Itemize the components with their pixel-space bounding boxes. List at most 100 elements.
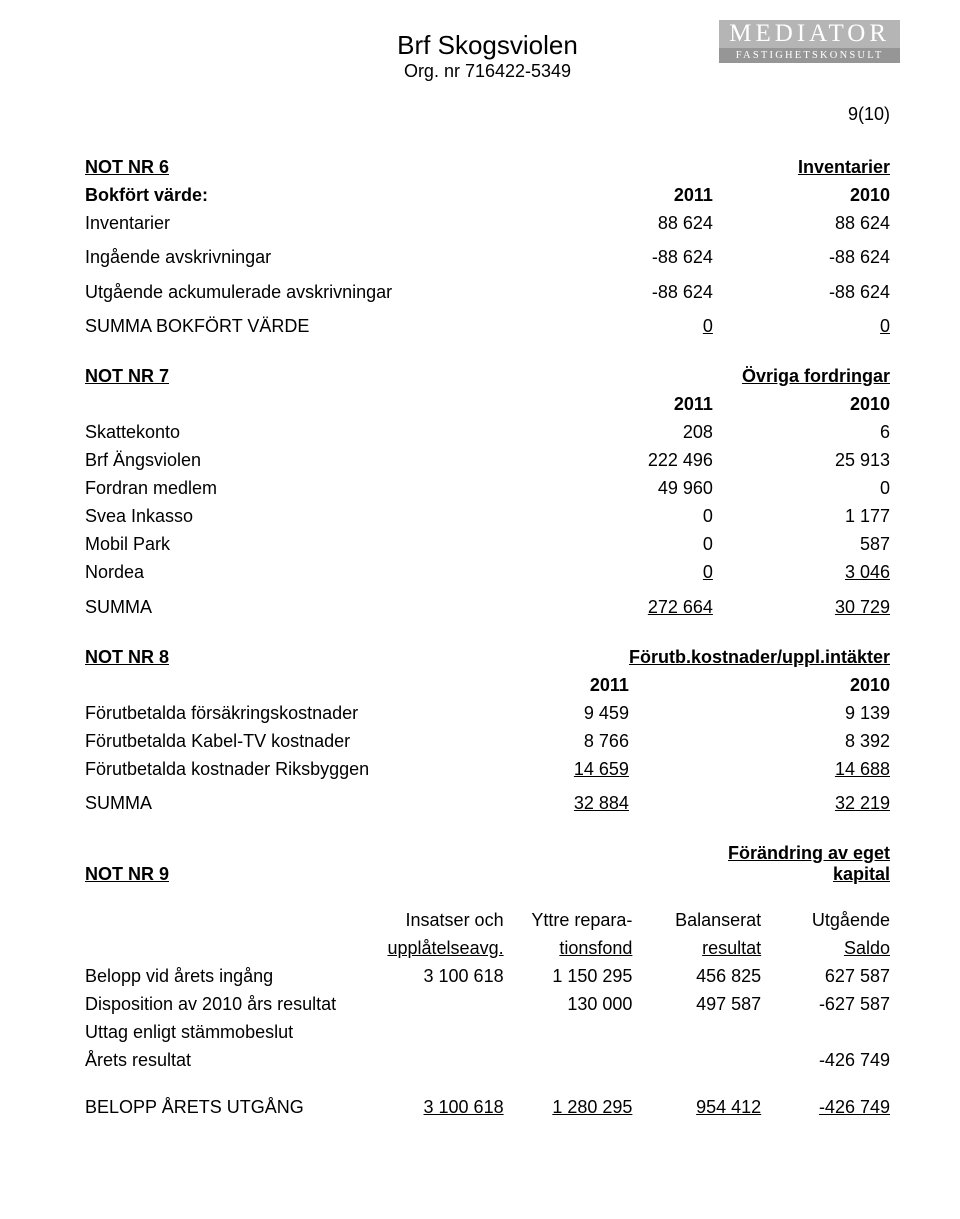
note9-title: Förändring av eget kapital (713, 840, 890, 889)
note7-sum-a: 272 664 (536, 587, 713, 622)
note6-sum-b: 0 (713, 306, 890, 341)
table-row: Skattekonto (85, 419, 536, 447)
cell: -88 624 (536, 237, 713, 272)
cell: 1 177 (713, 503, 890, 531)
org-number: Org. nr 716422-5349 (85, 61, 890, 82)
note9-h1a: Insatser och (375, 907, 504, 935)
table-row: Nordea (85, 559, 536, 587)
note7-title: Övriga fordringar (713, 363, 890, 391)
cell: 627 587 (761, 963, 890, 991)
cell: 25 913 (713, 447, 890, 475)
note6-year1: 2011 (536, 181, 713, 209)
note6-title: Inventarier (713, 153, 890, 181)
note9-h3a: Balanserat (632, 907, 761, 935)
note6-sum-a: 0 (536, 306, 713, 341)
cell: 1 150 295 (504, 963, 633, 991)
note9-h2a: Yttre repara- (504, 907, 633, 935)
note9-sum-a: 3 100 618 (375, 1075, 504, 1122)
table-row: Brf Ängsviolen (85, 447, 536, 475)
cell (375, 991, 504, 1019)
cell: 0 (536, 531, 713, 559)
cell: 88 624 (713, 209, 890, 237)
table-row: Inventarier (85, 209, 536, 237)
note9-h4b: Saldo (761, 935, 890, 963)
table-row: Belopp vid årets ingång (85, 963, 375, 991)
cell: -88 624 (713, 237, 890, 272)
table-row: Fordran medlem (85, 475, 536, 503)
note8-year1: 2011 (479, 671, 629, 699)
table-row: Ingående avskrivningar (85, 237, 536, 272)
cell (504, 1047, 633, 1075)
note6-sum-label: SUMMA BOKFÖRT VÄRDE (85, 306, 536, 341)
note9-sum-b: 1 280 295 (504, 1075, 633, 1122)
cell: 3 100 618 (375, 963, 504, 991)
table-row: Mobil Park (85, 531, 536, 559)
note6-id: NOT NR 6 (85, 153, 536, 181)
note8-sum-label: SUMMA (85, 783, 479, 818)
page-number: 9(10) (85, 104, 890, 125)
table-row: Förutbetalda Kabel-TV kostnader (85, 727, 479, 755)
cell: -426 749 (761, 1047, 890, 1075)
logo-main: MEDIATOR (719, 20, 900, 48)
cell (632, 1047, 761, 1075)
note8-sum-a: 32 884 (479, 783, 629, 818)
table-row: Utgående ackumulerade avskrivningar (85, 272, 536, 307)
table-row: Förutbetalda kostnader Riksbyggen (85, 755, 479, 783)
cell: 130 000 (504, 991, 633, 1019)
table-row: Förutbetalda försäkringskostnader (85, 699, 479, 727)
logo-sub: FASTIGHETSKONSULT (719, 48, 900, 63)
table-row: Disposition av 2010 års resultat (85, 991, 375, 1019)
cell: -88 624 (713, 272, 890, 307)
note9-h3b: resultat (632, 935, 761, 963)
cell: 0 (536, 559, 713, 587)
cell (632, 1019, 761, 1047)
note7-id: NOT NR 7 (85, 363, 536, 391)
cell: 587 (713, 531, 890, 559)
cell (375, 1047, 504, 1075)
cell: 0 (536, 503, 713, 531)
table-row: Uttag enligt stämmobeslut (85, 1019, 375, 1047)
cell: 14 688 (629, 755, 890, 783)
note9-table: Insatser och Yttre repara- Balanserat Ut… (85, 907, 890, 1122)
note9-sum-d: -426 749 (761, 1075, 890, 1122)
note9-id: NOT NR 9 (85, 840, 536, 889)
cell (504, 1019, 633, 1047)
cell: 3 046 (713, 559, 890, 587)
cell: 497 587 (632, 991, 761, 1019)
note9-sum-c: 954 412 (632, 1075, 761, 1122)
cell: 8 766 (479, 727, 629, 755)
table-row: Årets resultat (85, 1047, 375, 1075)
note6-year2: 2010 (713, 181, 890, 209)
note9-sum-label: BELOPP ÅRETS UTGÅNG (85, 1075, 375, 1122)
note8-sum-b: 32 219 (629, 783, 890, 818)
table-row: Svea Inkasso (85, 503, 536, 531)
cell: -88 624 (536, 272, 713, 307)
note8-id: NOT NR 8 (85, 643, 479, 671)
cell (375, 1019, 504, 1047)
note7-year1: 2011 (536, 391, 713, 419)
note7-sum-label: SUMMA (85, 587, 536, 622)
note7-year2: 2010 (713, 391, 890, 419)
cell: 88 624 (536, 209, 713, 237)
cell: 9 459 (479, 699, 629, 727)
note9-h1b: upplåtelseavg. (375, 935, 504, 963)
note7-table: NOT NR 7 Övriga fordringar 2011 2010 Ska… (85, 363, 890, 622)
cell: 0 (713, 475, 890, 503)
note9-h4a: Utgående (761, 907, 890, 935)
cell: 9 139 (629, 699, 890, 727)
note9-h2b: tionsfond (504, 935, 633, 963)
cell: 6 (713, 419, 890, 447)
cell: 456 825 (632, 963, 761, 991)
note9-heading-table: NOT NR 9 Förändring av eget kapital (85, 840, 890, 889)
note7-sum-b: 30 729 (713, 587, 890, 622)
cell: 208 (536, 419, 713, 447)
note8-table: NOT NR 8 Förutb.kostnader/uppl.intäkter … (85, 643, 890, 818)
cell: 8 392 (629, 727, 890, 755)
cell: 49 960 (536, 475, 713, 503)
cell: -627 587 (761, 991, 890, 1019)
cell: 14 659 (479, 755, 629, 783)
note6-table: NOT NR 6 Inventarier Bokfört värde: 2011… (85, 153, 890, 341)
cell (761, 1019, 890, 1047)
page: MEDIATOR FASTIGHETSKONSULT Brf Skogsviol… (0, 0, 960, 1181)
note8-year2: 2010 (629, 671, 890, 699)
